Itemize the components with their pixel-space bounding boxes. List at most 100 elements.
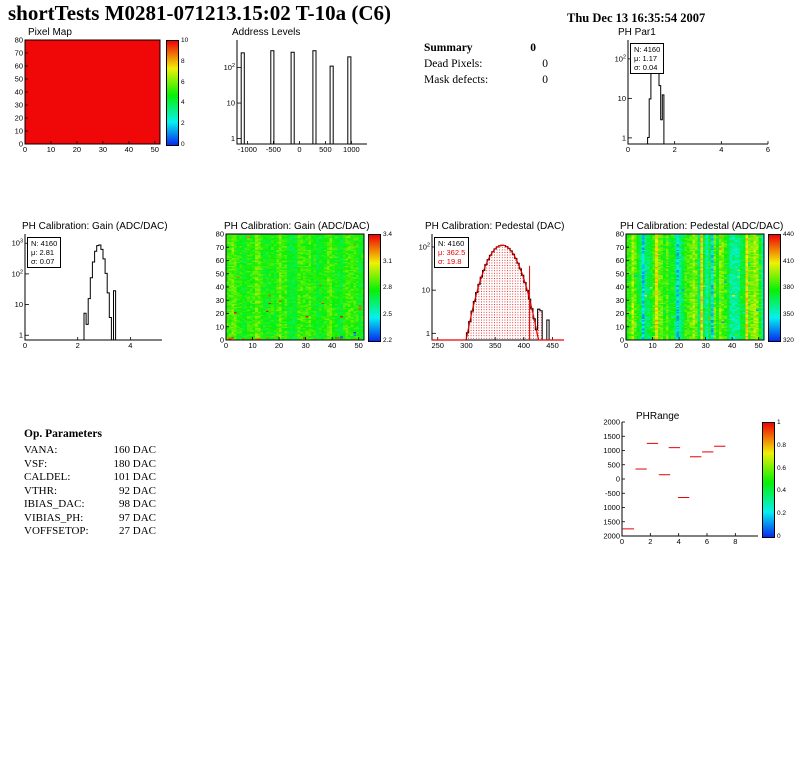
- colorbar-tick-label: 0: [777, 533, 781, 540]
- op-parameter-value: 101 DAC: [113, 471, 156, 483]
- op-parameter-row: VANA: 160 DAC: [24, 444, 156, 458]
- ph-par1-panel: PH Par1 0 2 4 6 1 10 102 N: 4160 μ: 1.17 σ: 0.…: [610, 24, 796, 164]
- summary-title: Summary: [424, 42, 473, 54]
- svg-text:60: 60: [616, 256, 624, 265]
- svg-text:400: 400: [518, 341, 531, 350]
- svg-text:60: 60: [216, 256, 224, 265]
- op-parameters-title: Op. Parameters: [24, 428, 102, 440]
- svg-text:80: 80: [15, 36, 23, 45]
- svg-text:10: 10: [618, 94, 626, 103]
- stat-mean: μ: 362.5: [438, 248, 466, 257]
- svg-text:20: 20: [15, 114, 23, 123]
- y-axis: 1 10 102: [419, 242, 436, 338]
- ph-range-panel: PHRange 0 2 4 6 8 2000 1500 1000 500 0 -500 1000 150…: [600, 406, 796, 556]
- svg-text:20: 20: [275, 341, 283, 350]
- op-parameter-label: VSF:: [24, 457, 48, 470]
- gain-map-panel: PH Calibration: Gain (ADC/DAC) 0 10 20 30 40…: [200, 220, 400, 360]
- svg-text:2: 2: [648, 537, 652, 546]
- svg-text:102: 102: [419, 242, 430, 251]
- gain-hist-stats-box: N: 4160 μ: 2.81 σ: 0.07: [27, 237, 62, 268]
- svg-text:50: 50: [616, 269, 624, 278]
- summary-label: Dead Pixels:: [424, 58, 483, 70]
- op-parameters-block: Op. Parameters VANA: 160 DAC VSF: 180 DA…: [24, 428, 164, 539]
- pixel-map-panel: Pixel Map 0 10 20 30 40 50 0 10 20 30 40 50 60 70 80 1…: [8, 24, 208, 164]
- y-axis: 0 10 20 30 40 50 60 70 80: [616, 230, 629, 345]
- svg-text:1000: 1000: [603, 446, 620, 455]
- stat-sigma: σ: 19.8: [438, 257, 462, 266]
- x-axis: 0 10 20 30 40 50: [23, 141, 159, 154]
- svg-text:60: 60: [15, 62, 23, 71]
- svg-text:8: 8: [733, 537, 737, 546]
- svg-text:1000: 1000: [603, 503, 620, 512]
- svg-text:30: 30: [216, 296, 224, 305]
- svg-text:-1000: -1000: [238, 145, 257, 154]
- op-parameter-label: VANA:: [24, 444, 58, 456]
- gain-map-title: PH Calibration: Gain (ADC/DAC): [224, 221, 370, 232]
- svg-text:1: 1: [231, 134, 235, 143]
- pedestal-hist-title: PH Calibration: Pedestal (DAC): [425, 221, 565, 232]
- colorbar-tick-label: 0.2: [777, 510, 787, 518]
- stat-entries: N: 4160: [31, 239, 58, 248]
- axis-frame: [625, 233, 765, 341]
- address-levels-panel: Address Levels -1000 -500 0 500 1000 1 10 102: [222, 24, 382, 164]
- colorbar-tick-label: 3.1: [383, 257, 393, 265]
- svg-text:1500: 1500: [603, 517, 620, 526]
- stat-sigma: σ: 0.07: [31, 257, 55, 266]
- svg-text:20: 20: [616, 309, 624, 318]
- svg-text:2: 2: [76, 341, 80, 350]
- histogram-spikes: [240, 50, 352, 144]
- pedestal-hist-stats-box: N: 4160 μ: 362.5 σ: 19.8: [434, 237, 470, 268]
- ph-par1-title: PH Par1: [618, 27, 656, 38]
- svg-text:30: 30: [701, 341, 709, 350]
- svg-text:40: 40: [216, 283, 224, 292]
- svg-text:50: 50: [151, 145, 159, 154]
- summary-value: 0: [542, 74, 548, 86]
- x-axis: 0 2 4 6 8: [620, 533, 737, 546]
- timestamp: Thu Dec 13 16:35:54 2007: [567, 11, 706, 25]
- summary-label: Mask defects:: [424, 74, 489, 86]
- svg-text:0: 0: [224, 341, 228, 350]
- svg-text:0: 0: [626, 145, 630, 154]
- pedestal-map-colorbar: [768, 234, 781, 342]
- colorbar-tick-label: 350: [783, 310, 794, 318]
- svg-text:70: 70: [15, 49, 23, 58]
- colorbar-tick-label: 410: [783, 257, 794, 265]
- svg-text:70: 70: [616, 243, 624, 252]
- svg-text:0: 0: [19, 140, 23, 149]
- colorbar-tick-label: 6: [181, 78, 185, 86]
- svg-text:20: 20: [675, 341, 683, 350]
- op-parameter-value: 97 DAC: [119, 511, 156, 524]
- svg-text:30: 30: [616, 296, 624, 305]
- colorbar-tick-label: 0.6: [777, 464, 787, 472]
- svg-text:-500: -500: [266, 145, 281, 154]
- axis-frame: [225, 233, 365, 341]
- svg-text:300: 300: [460, 341, 473, 350]
- colorbar-tick-label: 3.4: [383, 231, 393, 238]
- svg-text:102: 102: [615, 54, 626, 63]
- colorbar-tick-label: 380: [783, 284, 794, 291]
- address-levels-title: Address Levels: [232, 27, 301, 38]
- colorbar-tick-label: 4: [181, 99, 185, 107]
- histogram: [628, 45, 768, 145]
- address-levels-axes: -1000 -500 0 500 1000 1 10 102: [224, 40, 367, 154]
- svg-text:50: 50: [755, 341, 763, 350]
- svg-text:40: 40: [728, 341, 736, 350]
- pedestal-hist-panel: PH Calibration: Pedestal (DAC) 250 300 350…: [410, 220, 580, 360]
- stat-entries: N: 4160: [438, 239, 465, 248]
- svg-text:80: 80: [216, 230, 224, 239]
- y-axis: 0 10 20 30 40 50 60 70 80: [216, 230, 229, 345]
- svg-text:30: 30: [15, 101, 23, 110]
- svg-text:4: 4: [719, 145, 723, 154]
- svg-text:30: 30: [99, 145, 107, 154]
- x-axis: 0 10 20 30 40 50: [224, 337, 363, 350]
- ph-range-title: PHRange: [636, 411, 680, 422]
- svg-text:10: 10: [216, 322, 224, 331]
- pixel-map-title: Pixel Map: [28, 27, 72, 38]
- svg-text:1: 1: [19, 331, 23, 340]
- op-parameter-row: VSF: 180 DAC: [24, 458, 156, 472]
- colorbar-tick-label: 0.8: [777, 441, 787, 449]
- svg-text:40: 40: [125, 145, 133, 154]
- svg-text:6: 6: [766, 145, 770, 154]
- axis-frame: [236, 40, 367, 145]
